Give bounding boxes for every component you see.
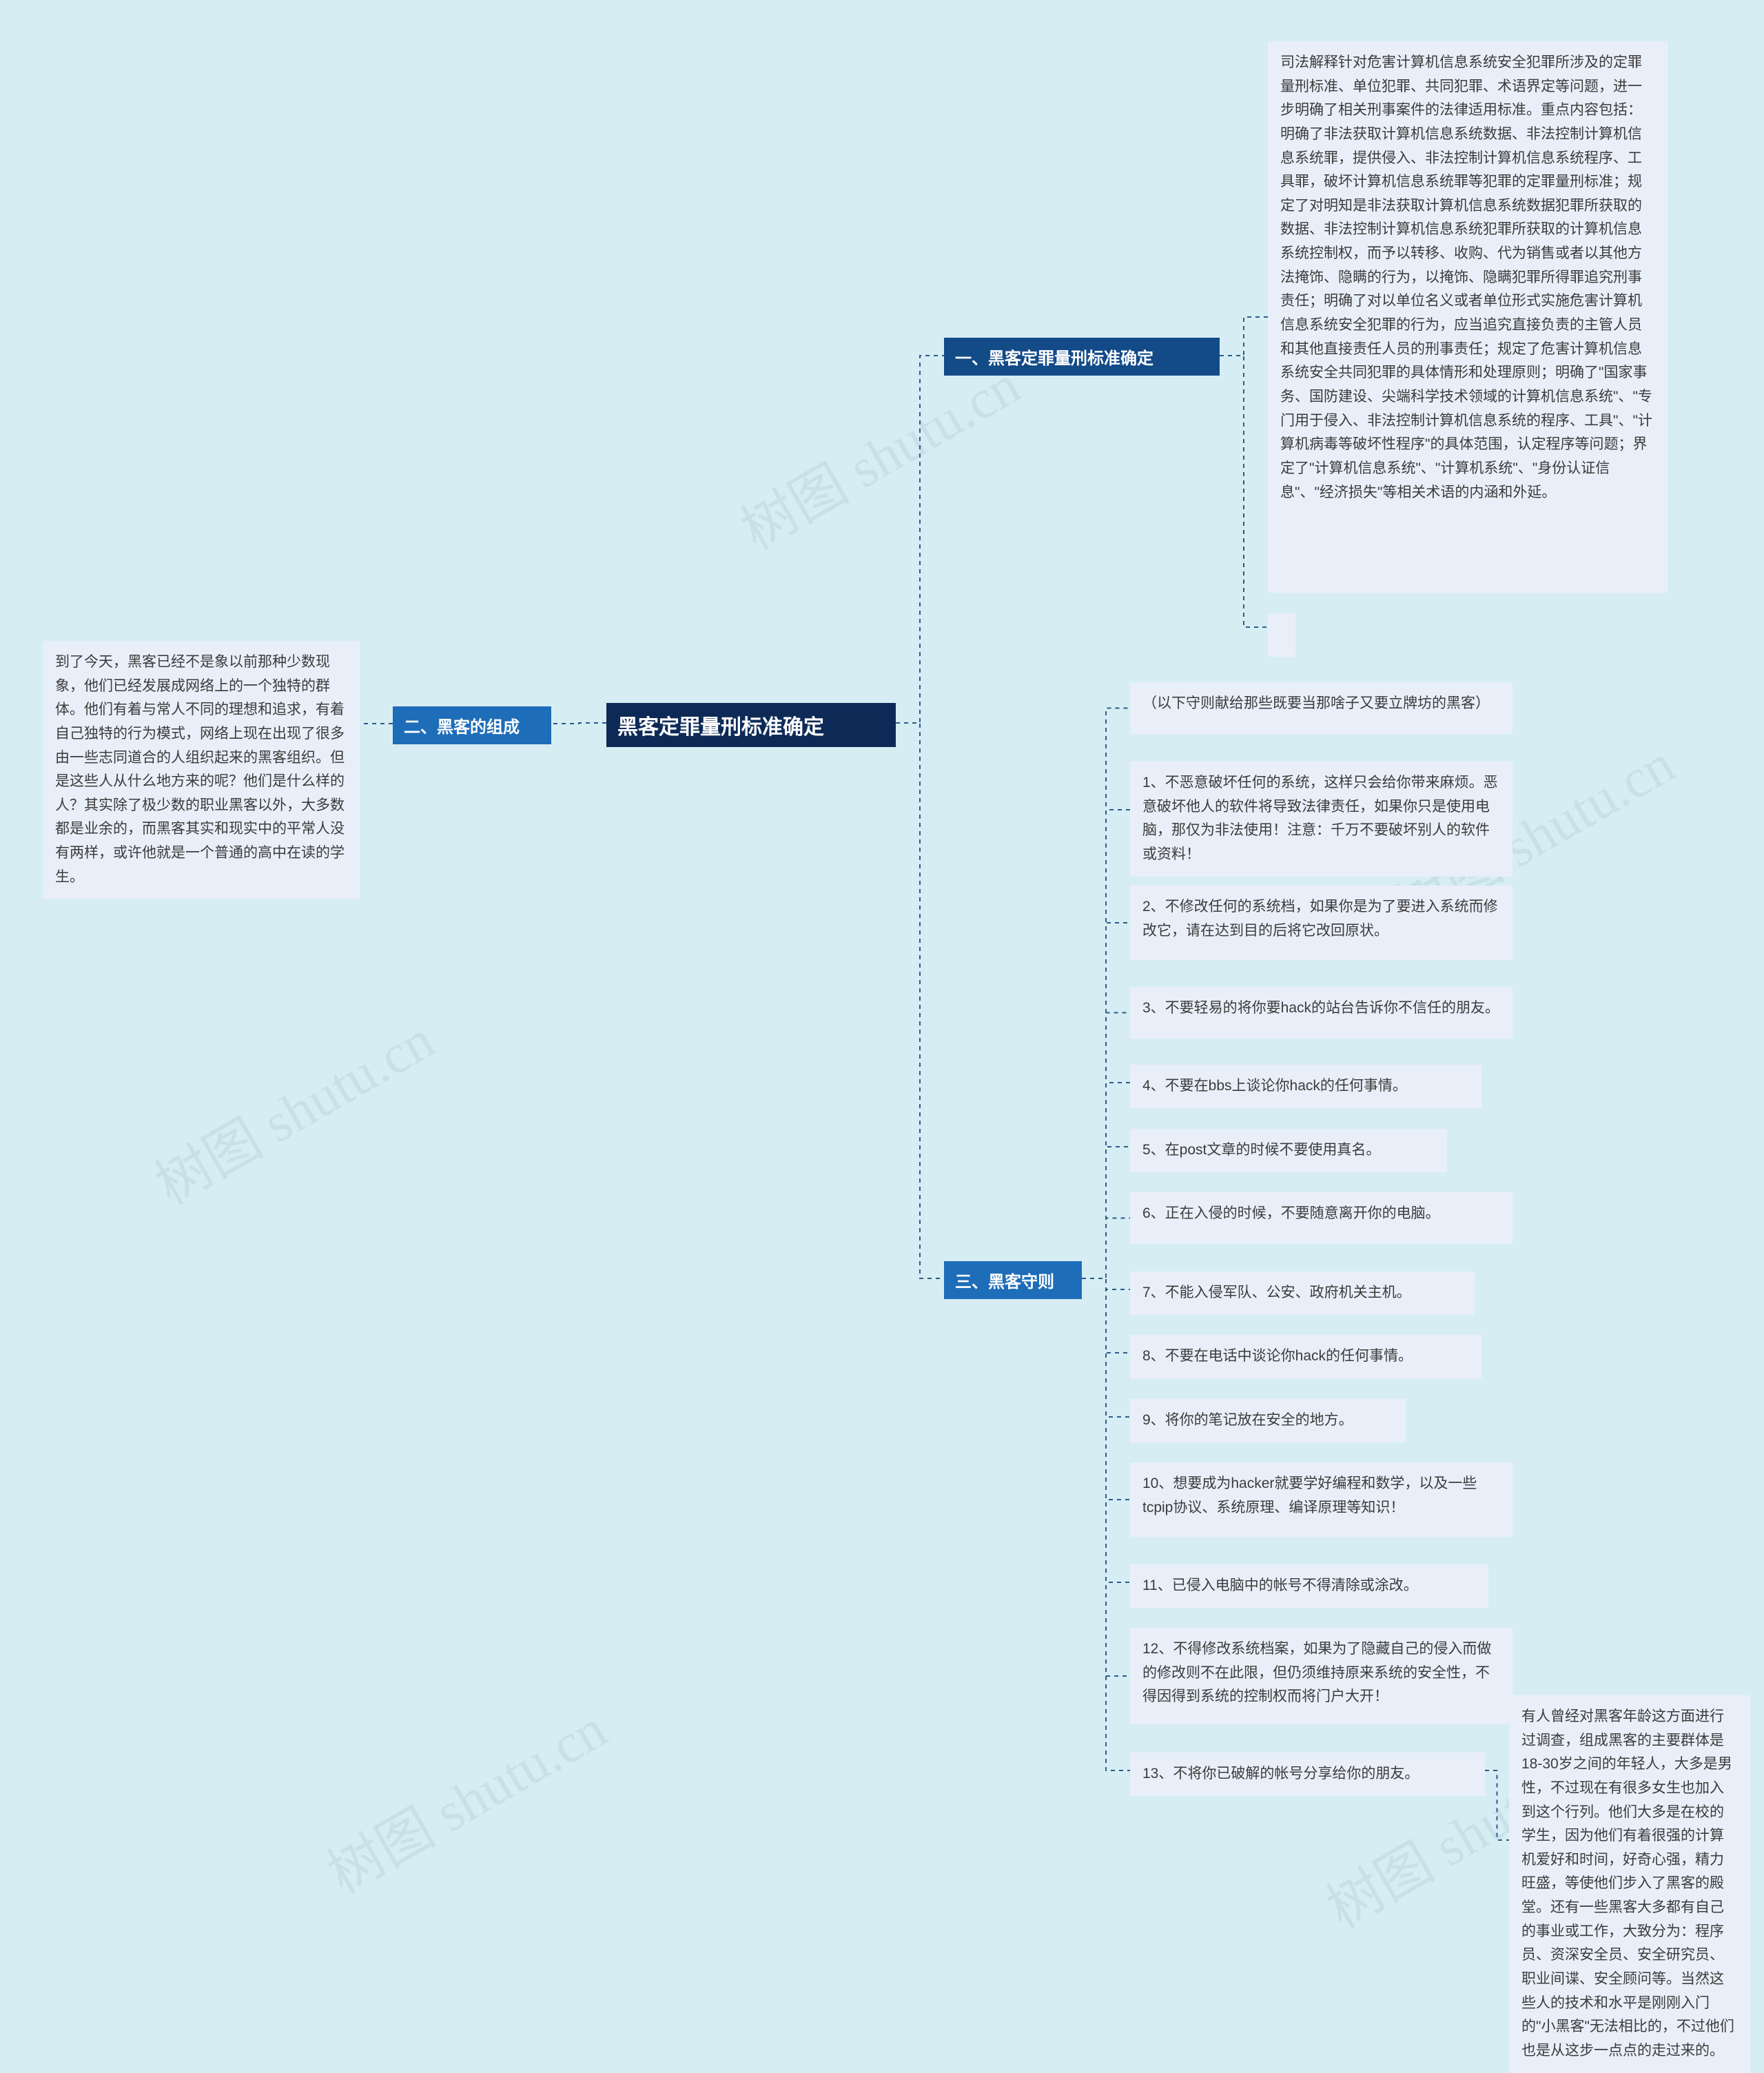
edge-b1-b1_l1 [1220, 317, 1268, 356]
node-b1[interactable]: 一、黑客定罪量刑标准确定 [944, 338, 1220, 376]
leaf-r8: 8、不要在电话中谈论你hack的任何事情。 [1130, 1335, 1481, 1378]
leaf-r2: 2、不修改任何的系统档，如果你是为了要进入系统而修改它，请在达到目的后将它改回原… [1130, 886, 1512, 960]
edge-r13-extra [1485, 1770, 1509, 1840]
watermark: 树图 shutu.cn [139, 997, 447, 1221]
leaf-b1_l1: 司法解释针对危害计算机信息系统安全犯罪所涉及的定罪量刑标准、单位犯罪、共同犯罪、… [1268, 41, 1668, 593]
edge-b3-r3 [1082, 1013, 1130, 1279]
edge-root-b2 [551, 723, 606, 724]
leaf-r12: 12、不得修改系统档案，如果为了隐藏自己的侵入而做的修改则不在此限，但仍须维持原… [1130, 1628, 1512, 1724]
edge-root-b1 [896, 356, 944, 723]
edge-b3-r13 [1082, 1278, 1130, 1770]
node-root[interactable]: 黑客定罪量刑标准确定 [606, 703, 896, 747]
node-b3[interactable]: 三、黑客守则 [944, 1261, 1082, 1299]
edge-b3-r1 [1082, 810, 1130, 1278]
edge-root-b3 [896, 723, 944, 1278]
edge-b1-b1_l2 [1220, 356, 1268, 627]
node-b2[interactable]: 二、黑客的组成 [393, 706, 551, 744]
edge-b3-r8 [1082, 1278, 1130, 1353]
edge-b3-r9 [1082, 1278, 1130, 1417]
edge-b3-r11 [1082, 1278, 1130, 1582]
leaf-r3: 3、不要轻易的将你要hack的站台告诉你不信任的朋友。 [1130, 987, 1512, 1039]
leaf-b1_l2 [1268, 613, 1295, 657]
leaf-r7: 7、不能入侵军队、公安、政府机关主机。 [1130, 1272, 1475, 1315]
leaf-r9: 9、将你的笔记放在安全的地方。 [1130, 1399, 1406, 1442]
leaf-r0: （以下守则献给那些既要当那啥子又要立牌坊的黑客） [1130, 682, 1512, 734]
leaf-extra: 有人曾经对黑客年龄这方面进行过调查，组成黑客的主要群体是18-30岁之间的年轻人… [1509, 1695, 1750, 2073]
leaf-r6: 6、正在入侵的时候，不要随意离开你的电脑。 [1130, 1192, 1512, 1244]
leaf-r11: 11、已侵入电脑中的帐号不得清除或涂改。 [1130, 1564, 1488, 1608]
edge-b3-r7 [1082, 1278, 1130, 1289]
edge-b3-r2 [1082, 923, 1130, 1278]
edge-b3-r6 [1082, 1218, 1130, 1279]
edge-b3-r0 [1082, 708, 1130, 1279]
mindmap-canvas: 树图 shutu.cn树图 shutu.cn树图 shutu.cn树图 shut… [0, 0, 1764, 2036]
watermark: 树图 shutu.cn [311, 1686, 619, 1910]
leaf-r1: 1、不恶意破坏任何的系统，这样只会给你带来麻烦。恶意破坏他人的软件将导致法律责任… [1130, 762, 1512, 877]
leaf-r5: 5、在post文章的时候不要使用真名。 [1130, 1129, 1447, 1172]
edge-b3-r4 [1082, 1083, 1130, 1278]
leaf-r4: 4、不要在bbs上谈论你hack的任何事情。 [1130, 1065, 1481, 1108]
leaf-r13: 13、不将你已破解的帐号分享给你的朋友。 [1130, 1753, 1485, 1796]
leaf-b2_l1: 到了今天，黑客已经不是象以前那种少数现象，他们已经发展成网络上的一个独特的群体。… [43, 641, 360, 899]
edge-b3-r5 [1082, 1147, 1130, 1278]
leaf-r10: 10、想要成为hacker就要学好编程和数学，以及一些tcpip协议、系统原理、… [1130, 1462, 1512, 1537]
edge-b3-r12 [1082, 1278, 1130, 1676]
edge-b3-r10 [1082, 1278, 1130, 1500]
